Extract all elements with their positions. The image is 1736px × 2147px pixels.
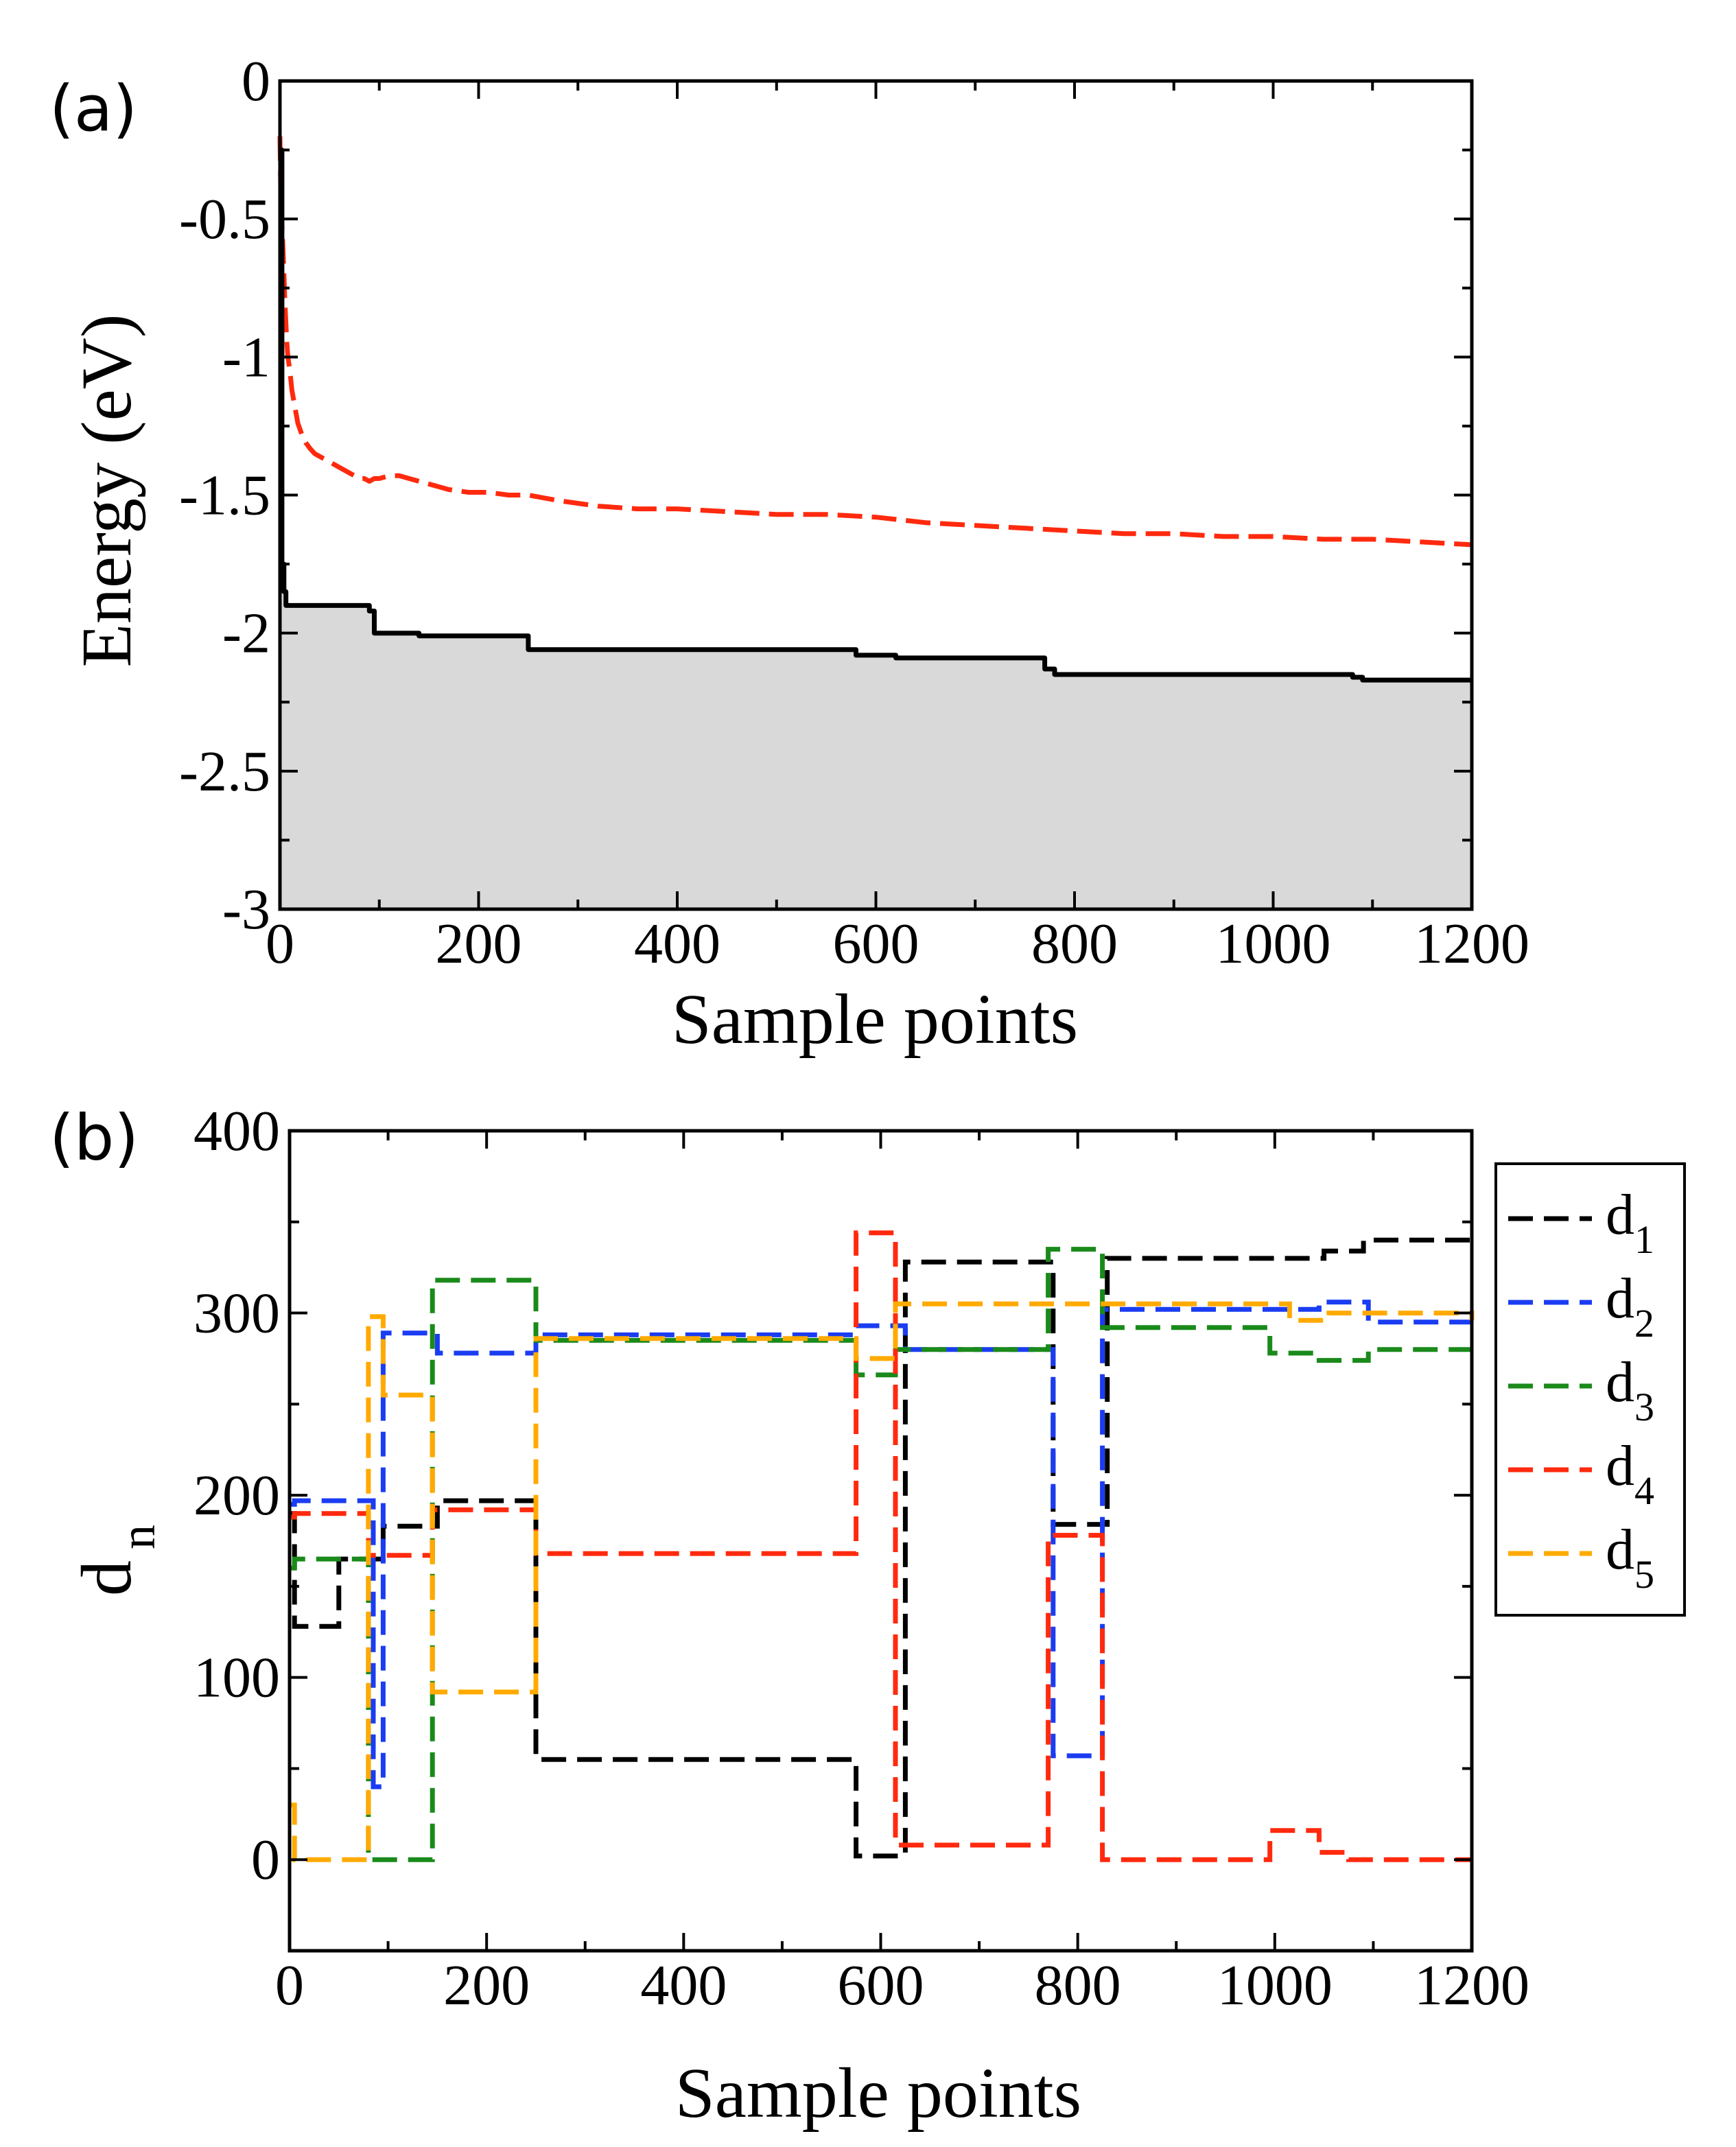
panel-b-x-tick-label: 1200 [1414,1954,1529,2017]
panel-b-x-tick-label: 600 [838,1954,924,2017]
panel-b-x-tick-label: 800 [1035,1954,1121,2017]
panel-b-series-d3 [290,1247,1472,1862]
panel-b-x-tick-label: 400 [640,1954,727,2017]
panel-b-y-tick-label: 0 [251,1828,280,1892]
panel-a-energy-chart: (a) 0 200 400 600 800 1000 1200 0 -0.5 -1 -1.5 -2 -2… [49,49,1529,1059]
panel-a-y-tick-label: -0.5 [179,187,270,251]
panel-b-x-tick-label: 200 [443,1954,530,2017]
panel-b-series-d4 [290,1230,1472,1862]
panel-a-x-tick-label: 200 [436,912,522,976]
panel-a-label: (a) [49,72,137,145]
panel-b-y-tick-label: 200 [193,1464,280,1527]
panel-b-y-axis-title-sub: n [110,1525,165,1549]
panel-b-series-d2 [290,1300,1472,1790]
panel-a-series-min-energy [279,148,1472,683]
panel-a-y-tick-label: -1 [222,325,270,389]
legend-label-d1: d1 [1606,1183,1654,1262]
panel-b-label: (b) [49,1101,139,1175]
panel-a-y-axis-title: Energy (eV) [67,314,146,668]
panel-b-x-tick-label: 1000 [1217,1954,1333,2017]
panel-a-y-tick-label: -2 [222,602,270,666]
panel-b-y-tick-label: 100 [193,1646,280,1710]
panel-b-series-d1 [290,1237,1472,1859]
panel-a-y-tick-label: -3 [222,878,270,941]
panel-a-y-tick-label: -2.5 [179,740,270,803]
panel-a-min-energy-fill [280,150,1472,910]
panel-b-series-d5 [290,1301,1475,1862]
panel-a-series-sampled-energy [277,136,1473,548]
panel-a-x-tick-label: 800 [1031,912,1118,976]
panel-a-x-tick-label: 1200 [1414,912,1529,976]
legend-frame [1494,1162,1686,1617]
panel-b-x-tick-label: 0 [275,1954,304,2017]
panel-b-x-axis-title: Sample points [675,2054,1081,2133]
panel-a-x-axis-title: Sample points [672,980,1078,1059]
panel-b-y-axis-title-main: d [67,1560,146,1596]
panel-b-distance-chart: (b) 0 200 400 600 800 1000 1200 0 100 200 300 400 S… [49,1099,1686,2133]
legend-label-d5: d5 [1606,1518,1654,1597]
panel-a-x-tick-label: 600 [833,912,919,976]
panel-a-x-tick-label: 0 [266,912,294,976]
panel-a-y-tick-label: 0 [242,49,270,113]
legend-label-d4: d4 [1606,1434,1654,1513]
panel-a-y-tick-label: -1.5 [179,464,270,528]
panel-a-x-tick-label: 400 [634,912,720,976]
panel-b-y-axis-title: d n [67,1525,165,1596]
panel-b-y-tick-label: 400 [193,1099,280,1163]
legend-label-d2: d2 [1606,1267,1654,1346]
legend-label-d3: d3 [1606,1350,1654,1429]
panel-a-x-tick-label: 1000 [1216,912,1331,976]
panel-b-y-tick-label: 300 [193,1282,280,1346]
panel-b-plot-frame [288,1129,1474,1953]
